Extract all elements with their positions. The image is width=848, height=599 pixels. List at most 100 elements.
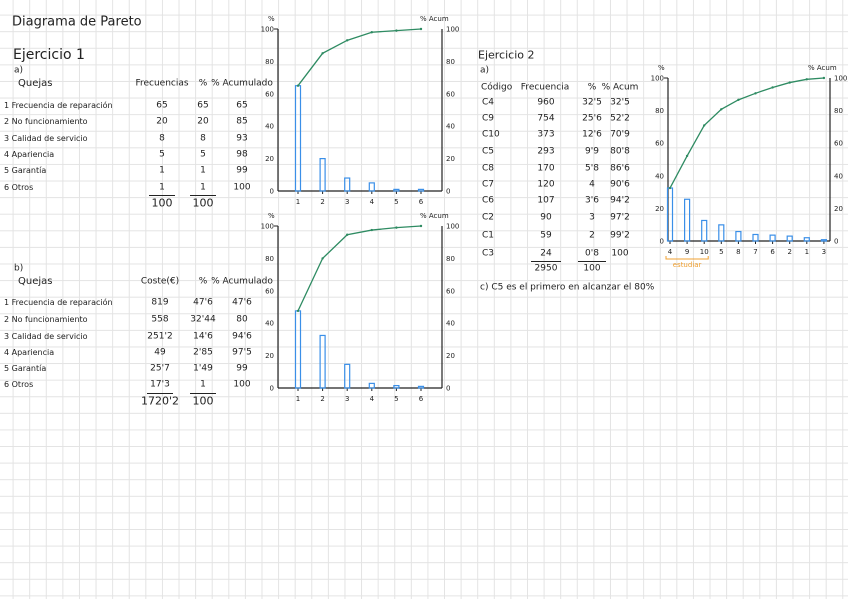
y2-tick-label: 40 (834, 172, 843, 180)
column-header: % (198, 78, 208, 89)
row-label: 4 Apariencia (4, 348, 55, 357)
x-tick-label: 9 (685, 248, 689, 256)
bar (752, 233, 759, 242)
column-header: Frecuencias (135, 78, 189, 89)
cumulative-point (296, 84, 300, 87)
y2-tick-label: 60 (834, 140, 843, 148)
row-code: C3 (482, 248, 495, 259)
cell-value: 17'3 (150, 379, 170, 390)
cell-value: 251'2 (147, 331, 173, 342)
total-value: 100 (151, 196, 173, 210)
cumulative-point (805, 78, 808, 81)
cell-value: 9'9 (585, 146, 599, 157)
cell-value: 49 (154, 347, 166, 358)
y-tick-label: 60 (265, 90, 274, 98)
row-code: C7 (482, 179, 495, 190)
cell-value: 99 (236, 165, 248, 176)
cell-value: 960 (537, 97, 555, 108)
y-tick-label: 0 (270, 188, 274, 196)
x-tick-label: 3 (822, 248, 826, 256)
y-tick-label: 20 (265, 155, 274, 163)
y2-tick-label: 0 (446, 188, 450, 196)
cell-value: 70'9 (610, 129, 630, 140)
cumulative-point (346, 39, 349, 42)
bar (803, 237, 810, 242)
cumulative-point (703, 124, 706, 127)
cell-value: 1 (159, 165, 165, 176)
cell-value: 107 (537, 195, 555, 206)
x-tick-label: 5 (719, 248, 723, 256)
cell-value: 14'6 (193, 331, 213, 342)
total-value: 2950 (534, 263, 558, 274)
cell-value: 90 (540, 212, 552, 223)
cumulative-point (395, 29, 398, 32)
row-label: 3 Calidad de servicio (4, 134, 88, 143)
cell-value: 85 (236, 116, 248, 127)
cell-value: 1 (159, 182, 165, 193)
row-code: C6 (482, 195, 495, 206)
cell-value: 32'5 (610, 97, 630, 108)
cell-value: 2 (589, 230, 595, 241)
column-header: Frecuencia (520, 82, 570, 93)
row-label: 3 Calidad de servicio (4, 332, 88, 341)
cell-value: 373 (537, 129, 555, 140)
x-tick-label: 2 (320, 395, 324, 403)
y-tick-label: 80 (655, 107, 664, 115)
row-label: 1 Frecuencia de reparación (4, 298, 113, 307)
bar (718, 224, 725, 242)
cumulative-point (370, 228, 373, 232)
bar (417, 188, 425, 192)
cell-value: 558 (151, 314, 169, 325)
cell-value: 3'6 (585, 195, 599, 206)
cell-value: 293 (537, 146, 555, 157)
total-value: 1720'2 (140, 394, 180, 408)
y2-tick-label: 20 (446, 155, 455, 163)
sum-rule (531, 261, 561, 262)
y-tick-label: 60 (655, 140, 664, 148)
cell-value: 1 (200, 379, 206, 390)
column-header: % Acum (601, 82, 639, 93)
y-tick-label: 0 (660, 238, 664, 246)
header-quejas: Quejas (18, 276, 53, 287)
exercise-2-title: Ejercicio 2 (478, 48, 535, 62)
sum-rule (190, 195, 216, 196)
x-tick-label: 2 (320, 198, 324, 206)
cumulative-point (685, 154, 689, 158)
conclusion-text: c) C5 es el primero en alcanzar el 80% (480, 282, 655, 293)
x-tick-label: 1 (296, 198, 300, 206)
x-tick-label: 4 (370, 198, 375, 206)
cumulative-point (822, 76, 826, 80)
row-code: C4 (482, 97, 495, 108)
y-tick-label: 80 (265, 58, 274, 66)
cumulative-point (346, 233, 349, 236)
y2-tick-label: 100 (834, 75, 847, 83)
cell-value: 819 (151, 297, 169, 308)
column-header: % Acumulado (211, 78, 273, 89)
cell-value: 100 (233, 182, 251, 193)
cell-value: 47'6 (232, 297, 252, 308)
y-tick-label: 40 (265, 123, 274, 131)
cell-value: 20 (197, 116, 209, 127)
cell-value: 0'8 (585, 248, 599, 259)
cell-value: 5'8 (585, 163, 599, 174)
cell-value: 94'2 (610, 195, 630, 206)
cell-value: 80'8 (610, 146, 630, 157)
x-tick-label: 10 (700, 248, 709, 256)
row-code: C1 (482, 230, 495, 241)
x-tick-label: 6 (770, 248, 775, 256)
exercise-1-title: Ejercicio 1 (13, 47, 85, 63)
cell-value: 3 (589, 212, 595, 223)
row-code: C2 (482, 212, 495, 223)
exercise-2-part-a-label: a) (480, 65, 490, 76)
x-tick-label: 1 (805, 248, 809, 256)
y2-tick-label: 80 (834, 107, 843, 115)
x-tick-label: 1 (296, 395, 300, 403)
bar (344, 177, 351, 192)
cell-value: 97'5 (232, 347, 252, 358)
bar (344, 363, 351, 389)
cell-value: 8 (159, 133, 165, 144)
y2-tick-label: 100 (446, 26, 459, 34)
cell-value: 80 (236, 314, 248, 325)
